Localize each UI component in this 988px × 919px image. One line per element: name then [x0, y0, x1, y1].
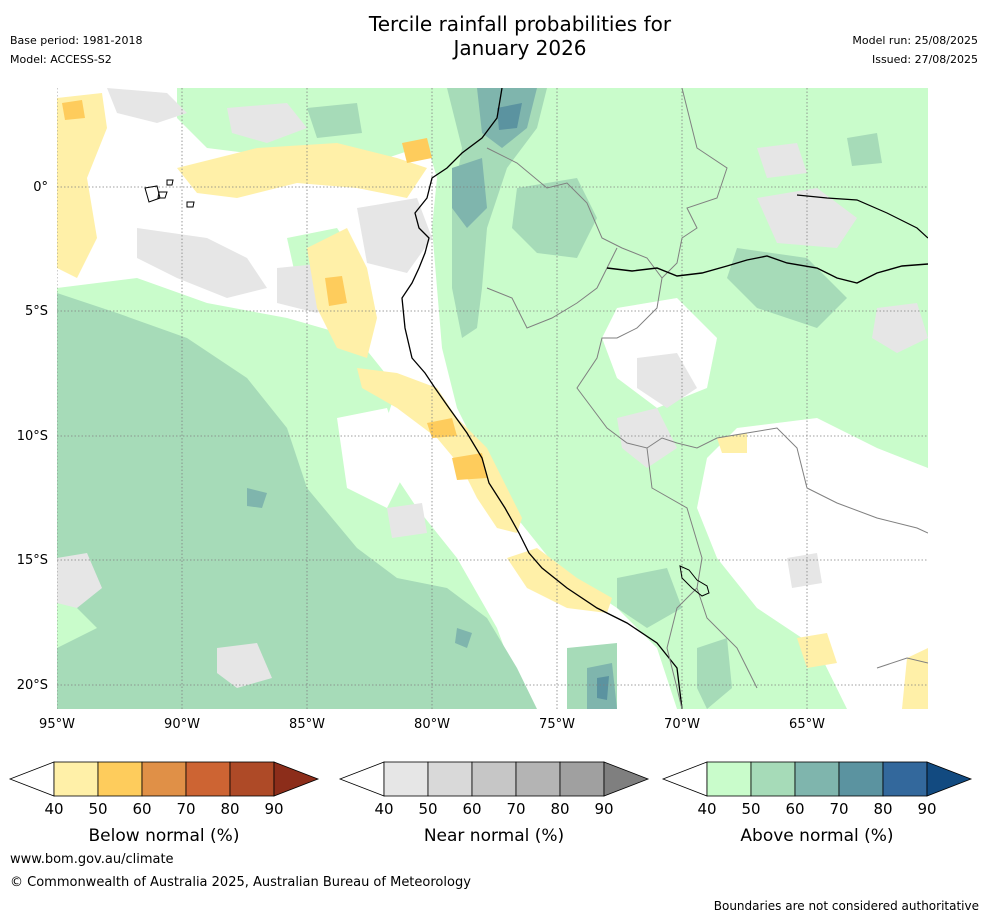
above-normal-title: Above normal (%) [740, 826, 894, 846]
lon-label-70w: 70°W [664, 717, 700, 732]
lake-titicaca [679, 565, 710, 597]
rio-negro [796, 194, 928, 239]
near-tick-90: 90 [594, 800, 614, 818]
amazon-river [606, 255, 928, 284]
above-normal-50-60-regions [57, 88, 882, 709]
near-tick-50: 50 [418, 800, 438, 818]
model-run: Model run: 25/08/2025 [852, 34, 978, 47]
near-normal-40-50-regions [57, 88, 928, 688]
above-normal-lower-extension [661, 761, 708, 797]
boundary-disclaimer: Boundaries are not considered authoritat… [713, 899, 979, 913]
near-tick-60: 60 [462, 800, 482, 818]
colorbar-below-normal [8, 761, 320, 797]
lon-label-80w: 80°W [414, 717, 450, 732]
above-normal-swatch-70 [838, 761, 884, 797]
below-normal-upper-extension [273, 761, 320, 797]
lat-label-15s: 15°S [16, 553, 48, 568]
country-borders [486, 88, 928, 709]
above-tick-80: 80 [873, 800, 893, 818]
near-normal-swatch-60 [471, 761, 517, 797]
website-link[interactable]: www.bom.gov.au/climate [10, 852, 174, 867]
coastline [401, 88, 683, 709]
below-tick-80: 80 [220, 800, 240, 818]
colorbar-near-normal [338, 761, 650, 797]
lon-label-90w: 90°W [164, 717, 200, 732]
lon-label-85w: 85°W [289, 717, 325, 732]
below-normal-swatch-60 [141, 761, 187, 797]
below-normal-lower-extension [8, 761, 55, 797]
near-normal-swatch-80 [559, 761, 605, 797]
near-normal-lower-extension [338, 761, 385, 797]
chart-title: Tercile rainfall probabilities for Janua… [0, 12, 988, 60]
below-tick-50: 50 [88, 800, 108, 818]
graticule [57, 88, 928, 709]
below-normal-swatch-50 [97, 761, 143, 797]
base-period: Base period: 1981-2018 [10, 34, 143, 47]
above-tick-50: 50 [741, 800, 761, 818]
title-line-1: Tercile rainfall probabilities for [368, 12, 672, 36]
lon-label-75w: 75°W [539, 717, 575, 732]
near-tick-40: 40 [374, 800, 394, 818]
below-normal-50-60-regions [62, 100, 487, 480]
lat-label-10s: 10°S [16, 429, 48, 444]
near-normal-title: Near normal (%) [423, 826, 565, 846]
above-normal-upper-extension [926, 761, 973, 797]
colorbars [8, 761, 973, 797]
lon-label-65w: 65°W [789, 717, 825, 732]
above-tick-40: 40 [697, 800, 717, 818]
colorbar-above-normal [661, 761, 973, 797]
near-normal-swatch-50 [427, 761, 473, 797]
lat-label-5s: 5°S [24, 304, 48, 319]
lon-label-95w: 95°W [39, 717, 75, 732]
below-normal-swatch-40 [53, 761, 99, 797]
near-normal-upper-extension [603, 761, 650, 797]
title-line-2: January 2026 [453, 36, 587, 60]
above-tick-60: 60 [785, 800, 805, 818]
lat-label-20s: 20°S [16, 678, 48, 693]
copyright-text: © Commonwealth of Australia 2025, Austra… [10, 875, 471, 890]
above-tick-90: 90 [917, 800, 937, 818]
above-normal-swatch-50 [750, 761, 796, 797]
above-normal-swatch-80 [882, 761, 928, 797]
above-normal-70-80-regions [497, 103, 609, 700]
above-normal-swatch-40 [706, 761, 752, 797]
above-tick-70: 70 [829, 800, 849, 818]
rainfall-map [57, 88, 928, 709]
below-tick-60: 60 [132, 800, 152, 818]
near-tick-80: 80 [550, 800, 570, 818]
lat-label-0: 0° [33, 180, 48, 195]
issued-date: Issued: 27/08/2025 [871, 53, 978, 66]
meta-right: Model run: 25/08/2025 Issued: 27/08/2025 [852, 31, 978, 69]
model-name: Model: ACCESS-S2 [10, 53, 112, 66]
meta-left: Base period: 1981-2018 Model: ACCESS-S2 [10, 31, 142, 69]
below-tick-90: 90 [264, 800, 284, 818]
above-normal-swatch-60 [794, 761, 840, 797]
near-tick-70: 70 [506, 800, 526, 818]
below-normal-swatch-70 [185, 761, 231, 797]
below-normal-title: Below normal (%) [88, 826, 240, 846]
below-tick-70: 70 [176, 800, 196, 818]
near-normal-swatch-40 [383, 761, 429, 797]
galapagos-islands [144, 179, 195, 208]
below-tick-40: 40 [44, 800, 64, 818]
near-normal-swatch-70 [515, 761, 561, 797]
below-normal-swatch-80 [229, 761, 275, 797]
